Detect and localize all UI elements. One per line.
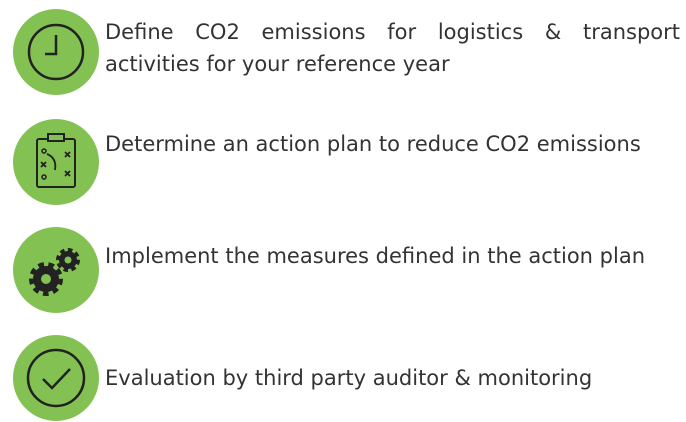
step-text: Implement the measures defined in the ac… [105,244,646,268]
step-text: Define CO2 emissions for logistics & tra… [105,20,680,76]
check-icon [13,335,99,421]
clock-icon [13,9,99,95]
clipboard-icon [13,119,99,205]
gears-icon [13,227,99,313]
step-text: Determine an action plan to reduce CO2 e… [105,132,641,156]
step-text: Evaluation by third party auditor & moni… [105,366,593,390]
